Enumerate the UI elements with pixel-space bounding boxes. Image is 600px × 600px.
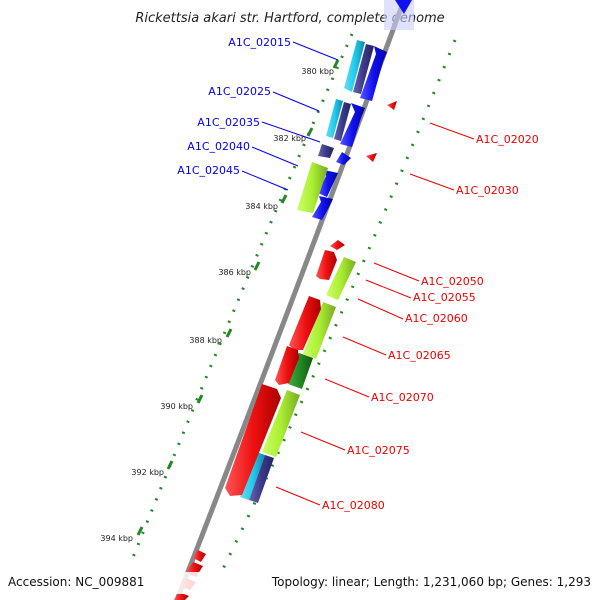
footer-background — [0, 572, 600, 594]
gene-label-a1c-02070[interactable]: A1C_02070 — [371, 391, 434, 404]
leader-line — [241, 170, 289, 191]
genome-summary-text: Topology: linear; Length: 1,231,060 bp; … — [271, 575, 591, 589]
kbp-tick-mark — [136, 526, 144, 536]
leader-line — [357, 298, 404, 320]
gene-label-a1c-02025[interactable]: A1C_02025 — [208, 85, 271, 98]
kbp-tick-label: 386 kbp — [218, 268, 251, 277]
gene-label-a1c-02075[interactable]: A1C_02075 — [347, 444, 410, 457]
kbp-tick-mark — [332, 59, 340, 69]
gene-arrow-red — [387, 101, 397, 110]
kbp-tick-label: 380 kbp — [301, 67, 334, 76]
cds-navy — [334, 102, 351, 141]
kbp-tick-mark — [166, 460, 174, 470]
gene-label-a1c-02035[interactable]: A1C_02035 — [197, 116, 260, 129]
gene-label-a1c-02020[interactable]: A1C_02020 — [476, 133, 539, 146]
cds-cyan — [240, 452, 265, 500]
kbp-tick-mark — [253, 261, 261, 271]
gene-label-a1c-02030[interactable]: A1C_02030 — [456, 184, 519, 197]
gene-arrow-blue — [360, 46, 387, 101]
leader-line — [324, 378, 370, 398]
cds-cyan — [344, 40, 365, 92]
cds-lime — [297, 162, 328, 213]
faded-gene-arrow — [395, 0, 412, 14]
gene-label-a1c-02040[interactable]: A1C_02040 — [187, 140, 250, 153]
gene-arrow-red — [289, 296, 321, 350]
leader-line — [251, 146, 299, 167]
cds-navy — [249, 455, 274, 503]
gene-arrow-red — [316, 250, 337, 280]
cds-lime — [303, 302, 336, 359]
kbp-tick-mark — [306, 127, 314, 137]
gene-arrow-red — [225, 384, 281, 496]
gene-label-a1c-02060[interactable]: A1C_02060 — [405, 312, 468, 325]
kbp-tick-label: 390 kbp — [160, 402, 193, 411]
gene-label-a1c-02055[interactable]: A1C_02055 — [413, 291, 476, 304]
kbp-tick-mark — [196, 394, 204, 404]
kbp-tick-label: 384 kbp — [245, 202, 278, 211]
cds-lime — [262, 390, 300, 457]
leader-line — [261, 121, 321, 143]
kbp-ticks: 380 kbp 382 kbp 384 kbp 386 kbp 388 kbp 390 k… — [100, 59, 340, 543]
gene-arrow-red — [193, 550, 206, 562]
gene-arrow-blue — [312, 196, 333, 220]
gene-label-a1c-02050[interactable]: A1C_02050 — [421, 275, 484, 288]
right-gene-labels: A1C_02020 A1C_02030 A1C_02050 A1C_02055 A1C_… — [275, 122, 539, 512]
leader-line — [272, 91, 320, 112]
leader-line — [292, 41, 339, 61]
gene-label-a1c-02045[interactable]: A1C_02045 — [177, 164, 240, 177]
gene-label-a1c-02065[interactable]: A1C_02065 — [388, 349, 451, 362]
leader-line — [275, 486, 321, 506]
kbp-tick-mark — [280, 194, 288, 204]
leader-line — [300, 431, 346, 451]
kbp-tick-label: 382 kbp — [273, 134, 306, 143]
map-title: Rickettsia akari str. Hartford, complete… — [135, 11, 444, 26]
gene-arrow-red — [275, 346, 299, 385]
kbp-tick-label: 392 kbp — [131, 468, 164, 477]
leader-line — [409, 173, 455, 191]
accession-text: Accession: NC_009881 — [8, 575, 144, 589]
gene-arrow-blue — [318, 170, 338, 197]
gene-arrow-red — [366, 153, 377, 162]
cds-cyan — [326, 99, 343, 138]
gene-label-a1c-02080[interactable]: A1C_02080 — [322, 499, 385, 512]
cds-navy — [353, 44, 374, 94]
left-gene-labels: A1C_02015 A1C_02025 A1C_02035 A1C_02040 A1C_… — [177, 36, 339, 191]
leader-line — [429, 122, 475, 140]
cds-navy — [318, 144, 334, 158]
cds-dark-green — [288, 353, 313, 389]
leader-line — [342, 336, 387, 356]
kbp-tick-label: 394 kbp — [100, 534, 133, 543]
leader-line — [365, 279, 412, 299]
gene-arrow-blue — [336, 152, 351, 165]
gene-arrow-blue — [340, 103, 365, 147]
gene-arrow-red — [330, 240, 345, 250]
leader-line — [373, 262, 420, 282]
kbp-tick-mark — [225, 328, 233, 338]
gene-label-a1c-02015[interactable]: A1C_02015 — [228, 36, 291, 49]
cds-lime — [326, 257, 356, 300]
kbp-tick-label: 388 kbp — [189, 336, 222, 345]
